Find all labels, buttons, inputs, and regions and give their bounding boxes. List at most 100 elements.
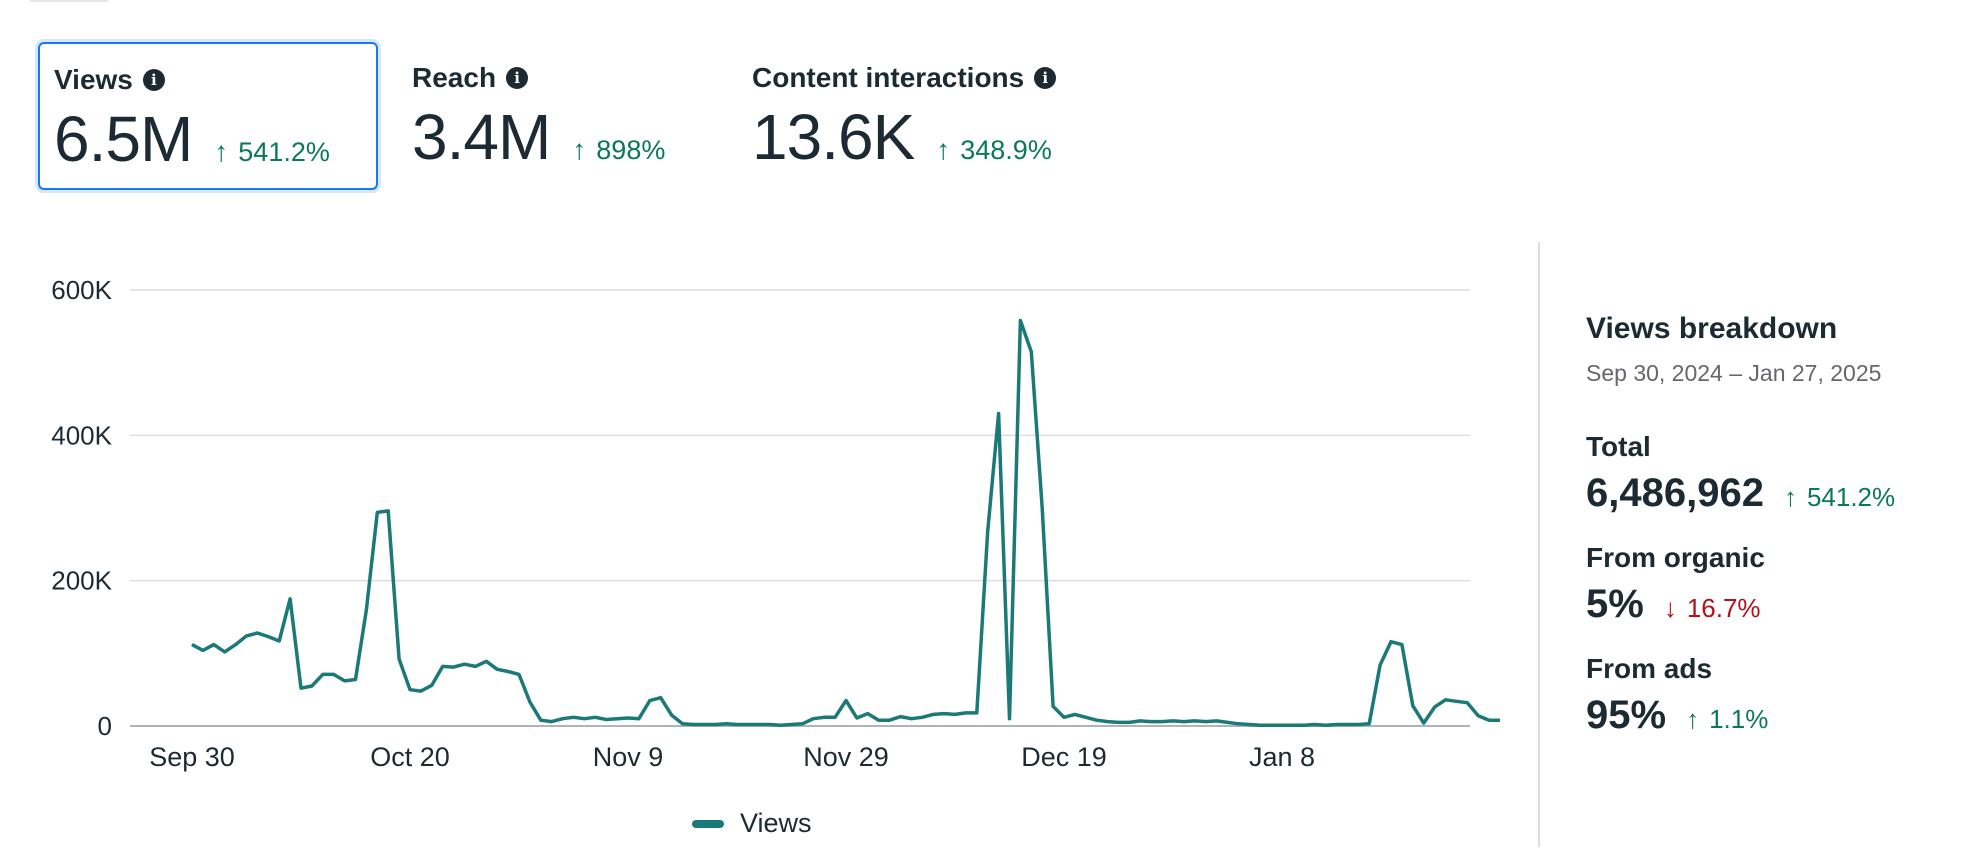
data-point[interactable]	[1368, 723, 1370, 725]
data-point[interactable]	[398, 658, 400, 660]
data-point[interactable]	[300, 687, 302, 689]
data-point[interactable]	[594, 716, 596, 718]
metric-card-views[interactable]: Views i 6.5M ↑ 541.2%	[38, 42, 378, 190]
data-point[interactable]	[1412, 705, 1414, 707]
data-point[interactable]	[376, 511, 378, 513]
data-point[interactable]	[725, 723, 727, 725]
views-line-chart[interactable]: 0 200K 400K 600K Sep 30 Oct 20 Nov 9 Nov 29 Dec …	[0, 230, 1500, 790]
data-point[interactable]	[1248, 724, 1250, 725]
data-point[interactable]	[791, 724, 792, 725]
data-point[interactable]	[1499, 719, 1501, 721]
data-point[interactable]	[1303, 724, 1305, 726]
info-icon[interactable]: i	[506, 67, 529, 89]
data-point[interactable]	[692, 724, 694, 725]
data-point[interactable]	[671, 714, 673, 716]
views-chart[interactable]: 0 200K 400K 600K Sep 30 Oct 20 Nov 9 Nov 29 Dec …	[0, 230, 1500, 850]
data-point[interactable]	[1477, 715, 1479, 717]
data-point[interactable]	[932, 713, 934, 715]
data-point[interactable]	[529, 701, 531, 703]
data-point[interactable]	[1150, 721, 1152, 723]
data-point[interactable]	[834, 716, 836, 718]
data-point[interactable]	[1390, 641, 1392, 643]
data-point[interactable]	[202, 649, 204, 651]
data-point[interactable]	[355, 679, 356, 680]
data-point[interactable]	[616, 718, 618, 720]
data-point[interactable]	[845, 700, 847, 702]
data-point[interactable]	[921, 716, 923, 718]
data-point[interactable]	[322, 673, 324, 675]
data-point[interactable]	[235, 644, 237, 646]
data-point[interactable]	[1085, 716, 1087, 718]
data-point[interactable]	[1216, 720, 1218, 722]
data-point[interactable]	[573, 716, 574, 718]
data-point[interactable]	[1030, 351, 1032, 353]
data-point[interactable]	[1336, 724, 1337, 725]
data-point[interactable]	[747, 724, 749, 725]
data-point[interactable]	[1128, 721, 1130, 723]
data-point[interactable]	[1270, 724, 1272, 726]
data-point[interactable]	[987, 530, 989, 532]
data-point[interactable]	[1281, 724, 1283, 726]
data-point[interactable]	[420, 690, 422, 692]
data-point[interactable]	[1466, 702, 1468, 704]
data-point[interactable]	[1434, 706, 1436, 708]
data-point[interactable]	[998, 413, 1000, 414]
data-point[interactable]	[954, 713, 956, 715]
data-point[interactable]	[583, 718, 585, 720]
data-point[interactable]	[801, 723, 803, 725]
data-point[interactable]	[1019, 320, 1021, 321]
data-point[interactable]	[474, 665, 476, 667]
data-point[interactable]	[365, 609, 367, 611]
data-point[interactable]	[246, 635, 247, 637]
data-point[interactable]	[1237, 723, 1239, 725]
data-point[interactable]	[1118, 721, 1119, 723]
data-point[interactable]	[256, 632, 258, 634]
data-point[interactable]	[344, 680, 346, 682]
data-point[interactable]	[464, 663, 465, 665]
data-point[interactable]	[682, 723, 683, 725]
data-point[interactable]	[431, 684, 433, 686]
data-point[interactable]	[1041, 507, 1043, 509]
data-point[interactable]	[1074, 713, 1076, 715]
metric-card-reach[interactable]: Reach i 3.4M ↑ 898%	[412, 42, 732, 190]
data-point[interactable]	[889, 719, 891, 721]
data-point[interactable]	[638, 718, 640, 720]
data-point[interactable]	[1172, 720, 1174, 722]
data-point[interactable]	[1325, 724, 1327, 726]
metric-card-content-interactions[interactable]: Content interactions i 13.6K ↑ 348.9%	[752, 42, 1152, 190]
data-point[interactable]	[943, 713, 945, 715]
data-point[interactable]	[562, 718, 564, 720]
data-point[interactable]	[867, 713, 869, 715]
data-point[interactable]	[736, 724, 738, 725]
data-point[interactable]	[856, 717, 858, 719]
data-point[interactable]	[649, 700, 651, 702]
data-point[interactable]	[485, 660, 487, 662]
data-point[interactable]	[1346, 724, 1348, 725]
data-point[interactable]	[333, 673, 335, 675]
data-point[interactable]	[1455, 700, 1457, 702]
data-point[interactable]	[191, 644, 193, 646]
data-point[interactable]	[518, 673, 520, 675]
data-point[interactable]	[1194, 720, 1196, 722]
data-point[interactable]	[976, 712, 978, 714]
data-point[interactable]	[311, 685, 313, 687]
data-point[interactable]	[900, 716, 901, 718]
series-line-views[interactable]	[191, 318, 1500, 728]
data-point[interactable]	[1259, 724, 1261, 726]
data-point[interactable]	[453, 666, 455, 668]
data-point[interactable]	[812, 718, 814, 720]
data-point[interactable]	[1379, 664, 1381, 666]
data-point[interactable]	[878, 719, 880, 721]
data-point[interactable]	[1488, 719, 1490, 721]
data-point[interactable]	[660, 697, 662, 699]
data-point[interactable]	[714, 724, 716, 725]
data-point[interactable]	[387, 510, 389, 512]
info-icon[interactable]: i	[142, 69, 165, 91]
data-point[interactable]	[1009, 718, 1010, 720]
data-point[interactable]	[1096, 719, 1098, 721]
data-point[interactable]	[703, 724, 705, 725]
data-point[interactable]	[289, 598, 291, 600]
data-point[interactable]	[213, 644, 215, 646]
data-point[interactable]	[1227, 721, 1228, 723]
data-point[interactable]	[1292, 724, 1294, 726]
